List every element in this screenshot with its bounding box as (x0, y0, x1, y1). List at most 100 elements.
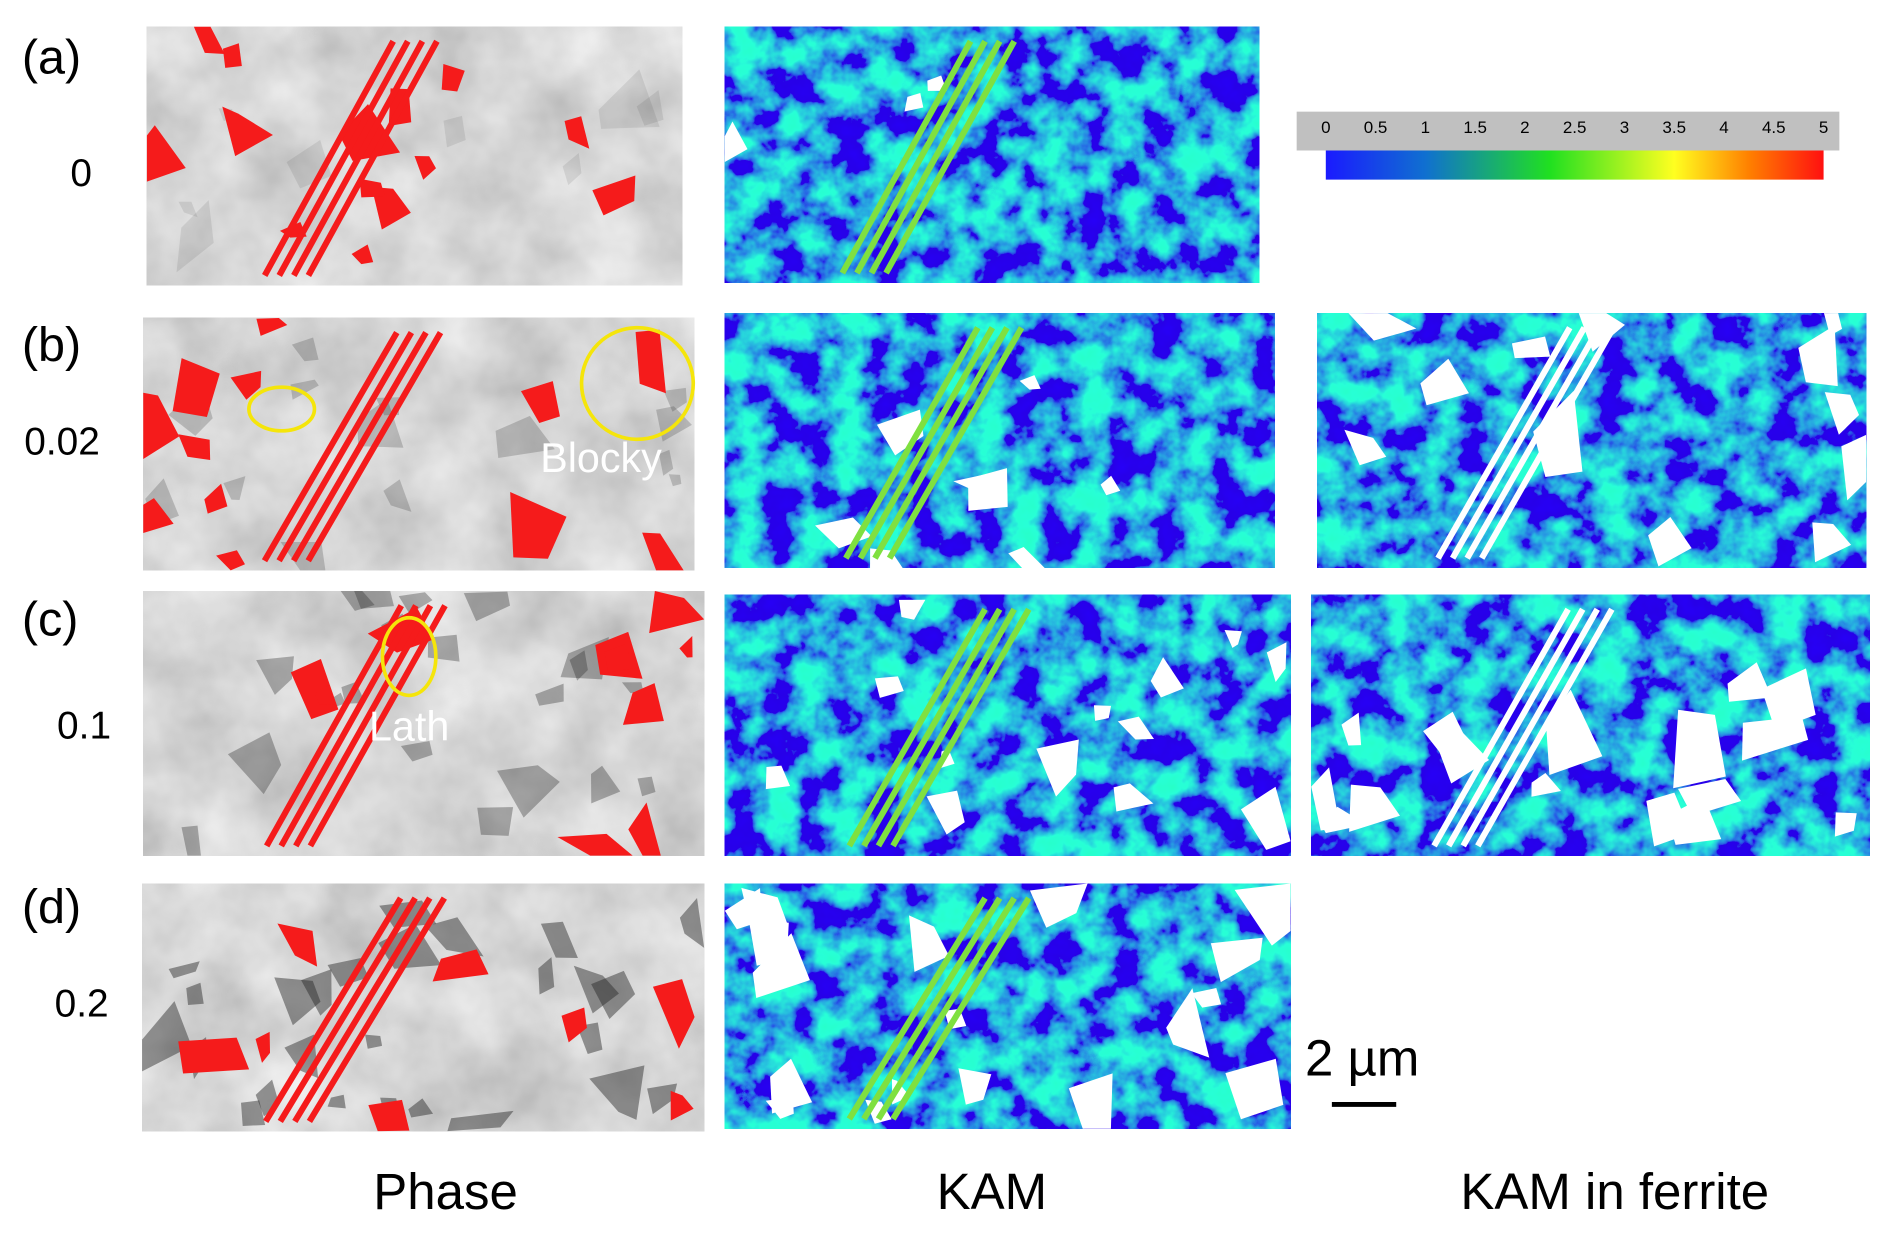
grain (591, 970, 636, 1019)
colorbar-tick-label: 2 (1520, 118, 1529, 137)
grain (186, 982, 204, 1006)
grain (178, 1037, 250, 1074)
grain (223, 476, 246, 501)
lath (262, 39, 396, 277)
grain (1225, 1058, 1284, 1120)
grain (1036, 739, 1079, 797)
grain (176, 200, 214, 273)
lath (857, 326, 996, 560)
grain (178, 434, 211, 460)
grain (649, 591, 705, 634)
colorbar-tick-label: 3.5 (1662, 118, 1686, 137)
grain (968, 468, 1008, 511)
grain (562, 153, 582, 186)
grain (635, 329, 666, 394)
grain (636, 90, 664, 126)
grain (1824, 392, 1860, 435)
grain (1311, 767, 1341, 831)
lath (264, 604, 404, 848)
kam-map (724, 883, 1291, 1129)
grain (1100, 475, 1121, 496)
grain (1812, 522, 1852, 563)
grain (497, 765, 560, 818)
lath (861, 896, 1003, 1121)
grain (679, 897, 705, 948)
row-strain: 0 (70, 152, 92, 195)
kam-background (1317, 313, 1867, 568)
grain (172, 358, 220, 418)
grain (340, 591, 375, 611)
grain (168, 961, 200, 979)
grain (622, 683, 664, 725)
grain (314, 684, 335, 706)
grain (904, 92, 924, 112)
kam-map (724, 26, 1260, 283)
lath (276, 331, 415, 563)
grain (447, 1110, 514, 1132)
phase-map (143, 317, 695, 571)
grain (463, 591, 511, 622)
colorbar-tick-label: 2.5 (1563, 118, 1587, 137)
grain (659, 449, 674, 476)
grain (592, 175, 636, 216)
grain (898, 599, 926, 620)
grain (564, 116, 590, 149)
grain (1224, 630, 1242, 648)
grain (1423, 711, 1469, 760)
lath (1475, 607, 1615, 848)
grain (1667, 797, 1722, 845)
phase-map (142, 883, 705, 1132)
lath (1435, 326, 1573, 560)
grain (540, 921, 578, 959)
colorbar-tick-label: 4 (1719, 118, 1728, 137)
colorbar-ticks: 0 0.5 1 1.5 2 2.5 3 3.5 4 4.5 5 (1321, 118, 1828, 137)
grain (1727, 662, 1772, 702)
lath (261, 331, 400, 563)
grain (670, 1090, 694, 1121)
grain (368, 1099, 410, 1132)
grain (1008, 546, 1045, 568)
grain (1349, 784, 1400, 832)
kam-background (724, 26, 1260, 283)
grain (1511, 336, 1551, 359)
kam-map (724, 313, 1275, 568)
grain (1093, 705, 1112, 721)
lath (1464, 326, 1602, 560)
lath (1446, 607, 1586, 848)
phase-background (143, 317, 695, 571)
grain (1166, 988, 1210, 1058)
grain (1234, 883, 1291, 946)
lath (846, 607, 988, 848)
grain (573, 965, 619, 1014)
grain (1761, 668, 1816, 730)
grain (365, 1034, 383, 1049)
highlight (247, 385, 317, 433)
lath (277, 896, 418, 1123)
grain (432, 949, 489, 982)
grain (277, 923, 318, 967)
grain (1533, 390, 1583, 477)
grain (1210, 937, 1263, 983)
grain (1029, 883, 1088, 928)
lath (1449, 326, 1587, 560)
grain (604, 644, 636, 673)
grain (193, 26, 225, 55)
grain (679, 635, 693, 658)
row-strain: 0.1 (57, 704, 111, 747)
grain (926, 790, 965, 835)
kam-map (724, 594, 1291, 856)
grain (351, 244, 374, 265)
grain (598, 69, 660, 129)
grain (240, 1100, 266, 1127)
grain (1019, 375, 1041, 390)
grain (1344, 429, 1387, 466)
grain (227, 732, 282, 795)
grain (1240, 786, 1291, 850)
lath (883, 39, 1017, 275)
lath (276, 39, 411, 277)
grain (354, 591, 394, 609)
grain (400, 740, 433, 762)
grain (274, 977, 321, 1026)
lath (886, 326, 1025, 560)
